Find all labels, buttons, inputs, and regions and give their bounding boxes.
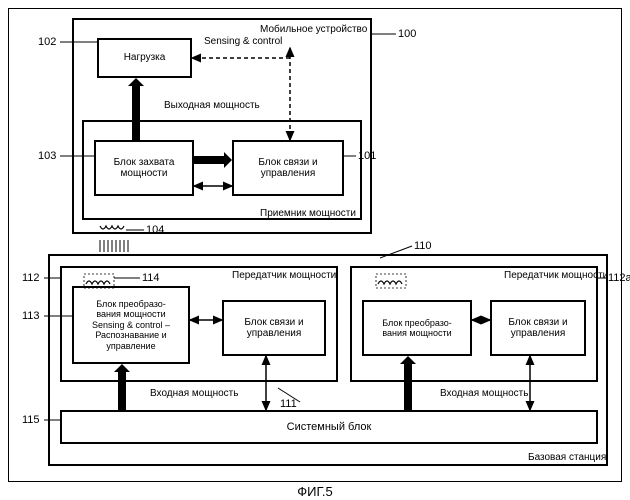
ref-114: 114 (142, 272, 160, 284)
conv1-label: Блок преобразо- вания мощности Sensing &… (92, 299, 170, 351)
ref-102: 102 (38, 36, 56, 48)
base-title: Базовая станция (528, 452, 606, 464)
load-label: Нагрузка (124, 52, 166, 64)
capture-block: Блок захвата мощности (94, 140, 194, 196)
ref-115: 115 (22, 414, 40, 426)
input-power2-label: Входная мощность (440, 388, 528, 400)
system-block: Системный блок (60, 410, 598, 444)
comm2-label: Блок связи и управления (508, 317, 567, 340)
comm-rx-label: Блок связи и управления (258, 157, 317, 180)
tx2-title: Передатчик мощности (504, 270, 608, 282)
mobile-title: Мобильное устройство (260, 24, 367, 36)
receiver-title: Приемник мощности (260, 208, 356, 220)
input-power1-label: Входная мощность (150, 388, 238, 400)
output-power-label: Выходная мощность (164, 100, 260, 112)
ref-112: 112 (22, 272, 40, 284)
conv2-label: Блок преобразо- вания мощности (382, 318, 452, 339)
tx1-title: Передатчик мощности (232, 270, 336, 282)
diagram-canvas: Мобильное устройство 100 Нагрузка 102 Se… (0, 0, 630, 500)
ref-110: 110 (414, 240, 432, 252)
ref-101: 101 (358, 150, 376, 162)
figure-caption: ФИГ.5 (0, 484, 630, 499)
ref-111: 111 (280, 398, 297, 410)
comm1-label: Блок связи и управления (244, 317, 303, 340)
conv1-block: Блок преобразо- вания мощности Sensing &… (72, 286, 190, 364)
load-block: Нагрузка (97, 38, 192, 78)
ref-113: 113 (22, 310, 40, 322)
sensing-control-label: Sensing & control (204, 36, 282, 48)
ref-103: 103 (38, 150, 56, 162)
ref-100: 100 (398, 28, 416, 40)
conv2-block: Блок преобразо- вания мощности (362, 300, 472, 356)
comm2-block: Блок связи и управления (490, 300, 586, 356)
system-label: Системный блок (287, 421, 372, 434)
comm-rx-block: Блок связи и управления (232, 140, 344, 196)
comm1-block: Блок связи и управления (222, 300, 326, 356)
ref-112a: 112a (608, 272, 630, 284)
ref-104: 104 (146, 224, 164, 236)
capture-label: Блок захвата мощности (114, 157, 175, 180)
